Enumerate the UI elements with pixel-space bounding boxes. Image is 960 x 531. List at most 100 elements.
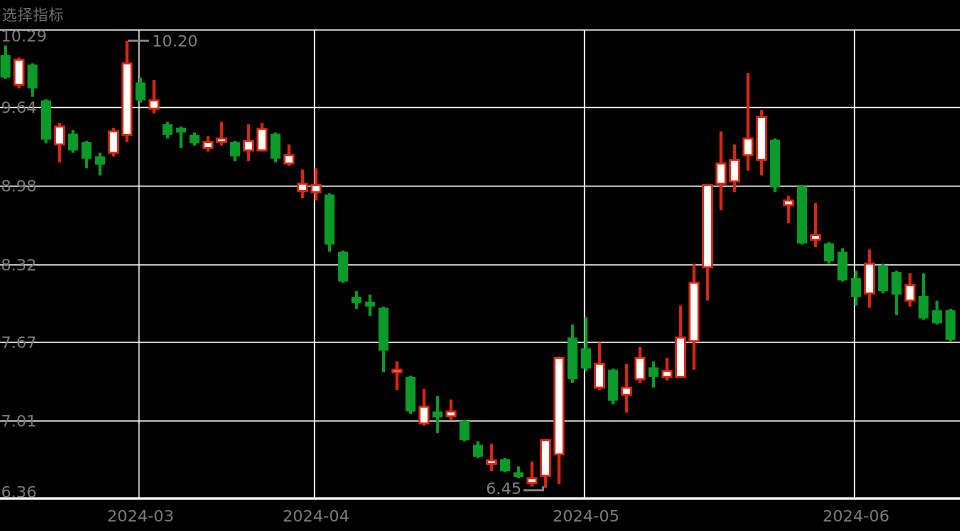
y-axis-label: 8.32 (1, 255, 37, 274)
candle-up (742, 137, 754, 157)
candle-down (581, 348, 591, 369)
candle-wick (746, 72, 750, 171)
x-axis-label: 2024-04 (283, 507, 350, 526)
candle-up (729, 158, 740, 183)
candle-down (95, 156, 105, 165)
candle-up (445, 410, 457, 418)
candle-down (459, 421, 470, 441)
x-axis-label: 2024-05 (553, 507, 620, 526)
candle-down (837, 251, 848, 281)
low-annotation-label: 6.45 (486, 479, 522, 498)
candle-wick (787, 195, 790, 224)
y-axis-label: 6.36 (1, 483, 37, 502)
candle-down (189, 134, 200, 144)
candle-down (135, 82, 146, 101)
candle-up (108, 130, 119, 154)
x-axis-label: 2024-03 (107, 507, 174, 526)
candle-up (715, 162, 727, 185)
x-axis-label: 2024-06 (823, 507, 890, 526)
candle-up (202, 141, 214, 150)
candle-up (553, 356, 565, 456)
candle-up (418, 405, 430, 425)
candle-wick (490, 443, 493, 472)
candle-down (797, 186, 807, 244)
candle-up (54, 125, 65, 146)
candle-down (338, 251, 348, 282)
high-annotation-label: 10.20 (152, 32, 198, 51)
candle-up (783, 199, 794, 207)
candle-down (351, 297, 362, 303)
candle-down (932, 310, 942, 324)
candle-down (270, 133, 281, 159)
y-axis-label: 10.29 (1, 27, 47, 46)
candle-down (851, 277, 861, 298)
y-axis-label: 7.01 (1, 412, 37, 431)
candle-down (68, 133, 78, 151)
candle-down (81, 142, 92, 159)
candle-up (621, 386, 632, 396)
candle-up (675, 336, 686, 378)
candle-down (608, 369, 618, 401)
candle-down (824, 243, 834, 262)
candle-down (473, 444, 483, 457)
candle-down (176, 127, 186, 133)
candle-down (500, 459, 510, 472)
candle-wick (152, 80, 156, 114)
candle-up (216, 137, 227, 144)
candle-up (540, 439, 551, 477)
candle-up (391, 368, 403, 374)
y-axis-label: 7.67 (1, 333, 37, 352)
candle-down (0, 55, 11, 78)
candle-wick (814, 202, 817, 247)
candle-up (13, 58, 25, 86)
candle-down (365, 301, 375, 307)
candle-wick (220, 121, 223, 146)
candle-wick (665, 357, 669, 381)
candle-up (661, 369, 673, 378)
candle-up (864, 262, 875, 295)
candle-up (688, 281, 700, 343)
candle-down (945, 310, 956, 340)
candle-down (878, 266, 888, 292)
candle-up (526, 477, 538, 485)
candle-wick (395, 361, 399, 391)
candle-down (162, 124, 173, 135)
candle-down (432, 411, 443, 418)
candle-up (756, 116, 767, 161)
candle-up (256, 127, 268, 152)
candle-up (486, 459, 497, 465)
candle-up (810, 234, 821, 241)
candle-up (243, 139, 254, 152)
indicator-selector[interactable]: 选择指标 (2, 6, 65, 24)
low-annotation-line (523, 486, 544, 492)
candle-down (770, 139, 780, 188)
candle-up (148, 99, 160, 110)
candle-wick (179, 126, 183, 149)
candle-up (297, 182, 308, 192)
candle-wick (530, 461, 534, 487)
candle-down (324, 194, 335, 245)
candle-down (27, 64, 38, 89)
y-axis-label: 8.98 (1, 177, 37, 196)
candle-down (567, 337, 578, 380)
candle-up (594, 362, 605, 389)
candle-up (634, 356, 646, 381)
candle-down (648, 367, 659, 377)
candle-up (310, 183, 322, 194)
candle-up (904, 284, 916, 302)
candle-down (378, 307, 389, 351)
candle-down (405, 376, 416, 412)
y-axis-label: 9.64 (1, 98, 37, 117)
candle-down (918, 295, 929, 319)
candle-down (41, 100, 51, 140)
candle-up (121, 62, 133, 136)
candle-up (283, 154, 295, 165)
candle-down (891, 271, 902, 295)
candle-wick (449, 399, 453, 420)
candle-wick (584, 317, 588, 371)
candle-down (513, 472, 524, 478)
candle-down (230, 142, 240, 157)
candle-up (702, 183, 713, 269)
